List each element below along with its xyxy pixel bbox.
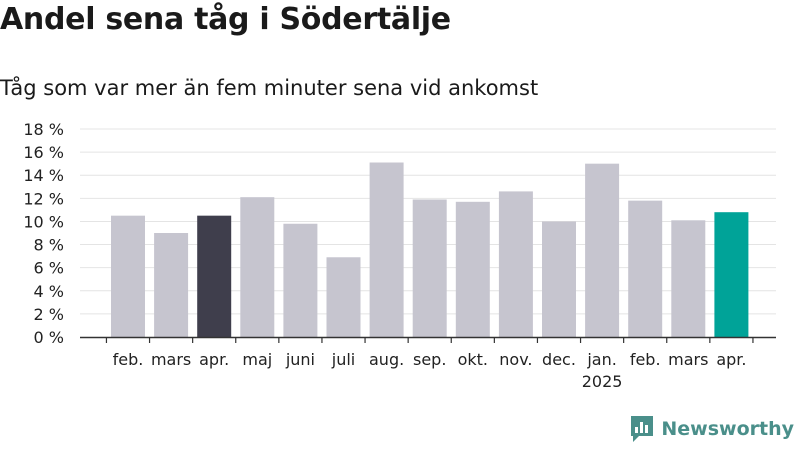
chart-subtitle: Tåg som var mer än fem minuter sena vid … [0, 76, 539, 100]
x-tick-label: okt. [458, 350, 488, 369]
y-tick-label: 8 % [34, 236, 64, 255]
bar [542, 221, 576, 337]
bar [455, 201, 490, 337]
x-tick-label: apr. [716, 350, 746, 369]
bar [369, 162, 404, 337]
x-tick-label: sep. [413, 350, 446, 369]
bar [628, 200, 663, 337]
x-tick-label: maj [242, 350, 272, 369]
x-tick-label: mars [668, 350, 708, 369]
y-tick-label: 18 % [23, 120, 64, 139]
bar [111, 215, 145, 337]
x-tick-label: juli [331, 350, 355, 369]
x-tick-label: aug. [369, 350, 404, 369]
chart-title: Andel sena tåg i Södertälje [0, 2, 451, 37]
y-tick-label: 14 % [23, 166, 64, 185]
y-tick-label: 10 % [23, 212, 64, 231]
x-year-label: 2025 [582, 372, 623, 391]
y-tick-label: 0 % [34, 328, 64, 347]
newsworthy-logo-icon [631, 416, 654, 442]
y-tick-label: 4 % [34, 282, 64, 301]
x-tick-label: juni [285, 350, 315, 369]
x-tick-label: dec. [542, 350, 576, 369]
x-tick-label: apr. [199, 350, 229, 369]
y-tick-label: 6 % [34, 259, 64, 278]
bar [714, 212, 749, 337]
y-tick-label: 12 % [23, 189, 64, 208]
bar [283, 223, 318, 337]
brand-logo: Newsworthy [629, 414, 794, 444]
brand-name: Newsworthy [661, 418, 794, 440]
bar [326, 257, 361, 337]
x-tick-label: feb. [630, 350, 661, 369]
x-tick-label: feb. [113, 350, 144, 369]
x-tick-label: mars [151, 350, 191, 369]
x-tick-label: jan. [586, 350, 616, 369]
bar [240, 197, 275, 337]
bar [154, 233, 189, 337]
y-tick-label: 2 % [34, 305, 64, 324]
bar [498, 191, 533, 337]
bar [671, 220, 706, 337]
bar [412, 199, 447, 337]
bar [197, 215, 232, 337]
y-tick-label: 16 % [23, 143, 64, 162]
x-tick-label: nov. [499, 350, 532, 369]
bar [585, 163, 620, 337]
